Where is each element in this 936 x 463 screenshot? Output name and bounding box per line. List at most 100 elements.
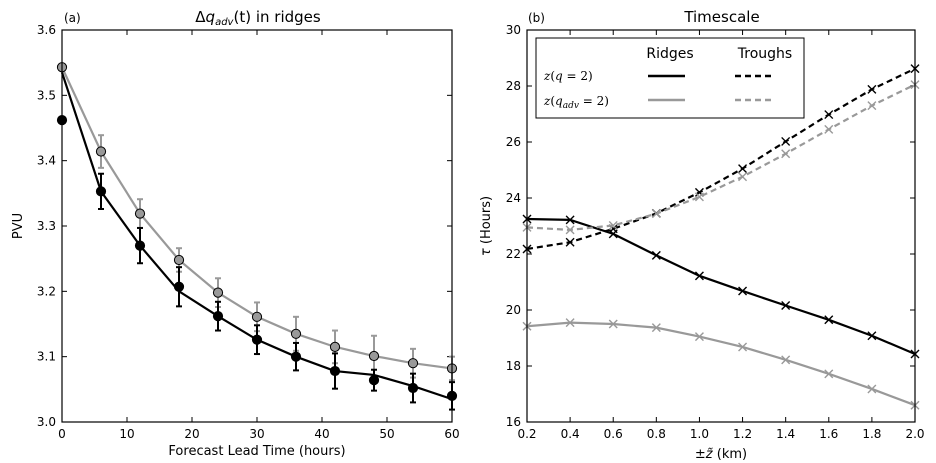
y-tick-label: 3.6 — [37, 23, 56, 37]
y-tick-label: 3.3 — [37, 219, 56, 233]
series-3-point — [738, 172, 748, 182]
x-marker-stroke — [867, 101, 877, 111]
series-0-point — [290, 328, 302, 339]
panel-b-xlabel: ±z̃ (km) — [695, 447, 747, 462]
series-0-point — [738, 286, 748, 296]
series-2-point — [651, 323, 661, 333]
y-tick-label: 3.4 — [37, 154, 56, 168]
series-0-point — [651, 250, 661, 260]
x-tick-label: 0.6 — [604, 427, 623, 441]
y-tick-label: 28 — [506, 79, 521, 93]
x-marker-stroke — [608, 319, 618, 329]
x-marker-stroke — [867, 331, 877, 341]
panel-b-tag: (b) — [528, 11, 545, 25]
series-2-point — [824, 369, 834, 379]
x-tick-label: 2.0 — [905, 427, 924, 441]
x-tick-label: 40 — [314, 427, 329, 441]
series-0-point — [134, 208, 146, 219]
x-marker-stroke — [824, 110, 834, 120]
x-marker-stroke — [867, 384, 877, 394]
series-2-point — [694, 332, 704, 342]
series-3-line — [526, 83, 916, 232]
panel-b-ylabel: τ (Hours) — [479, 196, 494, 256]
x-tick-label: 1.8 — [862, 427, 881, 441]
x-marker-stroke — [694, 332, 704, 342]
legend: Ridges Troughs z(q = 2) z(qadv = 2) — [535, 37, 805, 119]
panel-b-frame — [526, 29, 916, 423]
panel-b-title: Timescale — [683, 8, 759, 26]
x-marker-stroke — [738, 164, 748, 174]
x-tick-label: 60 — [444, 427, 459, 441]
series-0-point — [824, 315, 834, 325]
series-0-point — [95, 146, 107, 157]
y-tick-label: 30 — [506, 23, 521, 37]
panel-a: (a) Δqadv(t) in ridges 0 10 20 30 40 50 60 3.0 3… — [11, 8, 460, 459]
panel-a-tag: (a) — [64, 11, 81, 25]
x-marker-stroke — [565, 215, 575, 225]
y-tick-label: 20 — [506, 303, 521, 317]
legend-header-ridges: Ridges — [646, 46, 693, 62]
panel-a-plot: 0 10 20 30 40 50 60 3.0 3.1 3.2 3.3 3.4 3.5 3.6 — [37, 23, 460, 441]
series-3-point — [565, 225, 575, 235]
y-tick-label: 3.0 — [37, 415, 56, 429]
series-1-point — [329, 365, 341, 377]
series-0-point — [173, 254, 185, 266]
series-0-point — [565, 215, 575, 225]
series-3-point — [694, 192, 704, 202]
x-marker-stroke — [565, 318, 575, 328]
x-marker-stroke — [738, 172, 748, 182]
x-tick-label: 1.6 — [819, 427, 838, 441]
series-1-point — [824, 110, 834, 120]
series-1-point — [738, 164, 748, 174]
x-tick-label: 1.2 — [733, 427, 752, 441]
series-3-point — [651, 209, 661, 219]
x-marker-stroke — [694, 192, 704, 202]
series-1-point — [251, 334, 263, 345]
y-tick-label: 16 — [506, 415, 521, 429]
series-3-point — [867, 101, 877, 111]
series-0-point — [368, 350, 380, 362]
legend-row-label-q: z(q = 2) — [543, 69, 593, 83]
x-marker-stroke — [824, 315, 834, 325]
x-marker-stroke — [781, 136, 791, 146]
x-tick-label: 0.4 — [561, 427, 580, 441]
series-2-point — [738, 342, 748, 352]
series-1-point — [290, 351, 302, 362]
series-0-point — [212, 287, 224, 298]
y-tick-label: 26 — [506, 135, 521, 149]
x-marker-stroke — [608, 224, 618, 234]
x-tick-label: 0.2 — [517, 427, 536, 441]
x-tick-label: 1.4 — [776, 427, 795, 441]
series-2-line — [526, 321, 916, 407]
series-2-point — [867, 384, 877, 394]
panel-a-ylabel: PVU — [11, 213, 26, 239]
x-marker-stroke — [824, 124, 834, 134]
x-tick-label: 0 — [58, 427, 66, 441]
series-0-point — [251, 311, 263, 322]
panel-a-frame — [61, 29, 453, 423]
x-marker-stroke — [738, 286, 748, 296]
series-1-point — [134, 240, 146, 251]
y-tick-label: 24 — [506, 191, 521, 205]
panel-a-title: Δqadv(t) in ridges — [195, 8, 321, 28]
x-marker-stroke — [694, 271, 704, 281]
y-tick-label: 3.1 — [37, 350, 56, 364]
x-marker-stroke — [608, 220, 618, 230]
x-marker-stroke — [781, 355, 791, 365]
series-1-point — [867, 84, 877, 94]
x-marker-stroke — [867, 84, 877, 94]
series-2-point — [781, 355, 791, 365]
series-1-point — [95, 186, 107, 197]
series-0-point — [694, 271, 704, 281]
legend-box — [535, 37, 805, 119]
x-marker-stroke — [824, 369, 834, 379]
x-marker-stroke — [651, 250, 661, 260]
series-2-point — [565, 318, 575, 328]
series-1-point — [212, 311, 224, 322]
x-marker-stroke — [738, 342, 748, 352]
x-tick-label: 50 — [379, 427, 394, 441]
series-0-point — [407, 358, 419, 369]
x-marker-stroke — [781, 301, 791, 311]
panel-a-xlabel: Forecast Lead Time (hours) — [168, 444, 345, 459]
